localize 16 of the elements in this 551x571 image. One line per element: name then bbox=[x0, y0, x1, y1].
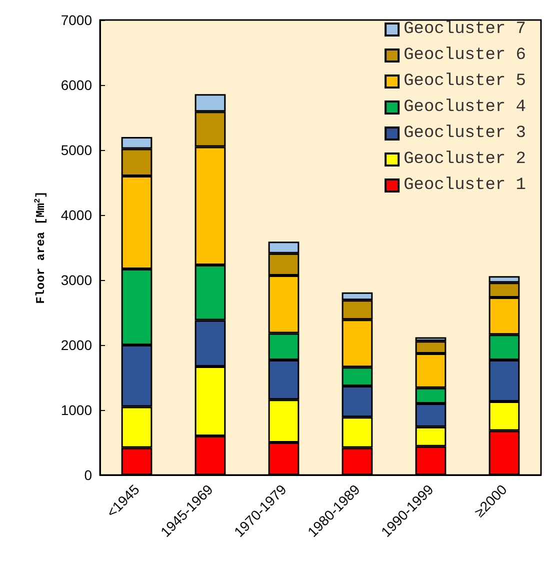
y-tick-label: 4000 bbox=[60, 207, 92, 223]
legend-label: Geocluster 1 bbox=[404, 176, 526, 195]
y-axis-title: Floor area [Mm2] bbox=[34, 191, 48, 304]
y-tick-label: 1000 bbox=[60, 402, 92, 418]
y-tick-label: 3000 bbox=[60, 272, 92, 288]
legend-label: Geocluster 7 bbox=[404, 20, 526, 39]
legend-label: Geocluster 2 bbox=[404, 150, 526, 169]
legend-label: Geocluster 3 bbox=[404, 124, 526, 143]
legend-label: Geocluster 6 bbox=[404, 46, 526, 65]
y-tick-label: 6000 bbox=[60, 77, 92, 93]
legend-label: Geocluster 4 bbox=[404, 98, 526, 117]
y-tick-label: 5000 bbox=[60, 142, 92, 158]
y-tick-label: 7000 bbox=[60, 12, 92, 28]
legend-label: Geocluster 5 bbox=[404, 72, 526, 91]
y-tick-label: 2000 bbox=[60, 337, 92, 353]
y-tick-label: 0 bbox=[84, 467, 92, 483]
